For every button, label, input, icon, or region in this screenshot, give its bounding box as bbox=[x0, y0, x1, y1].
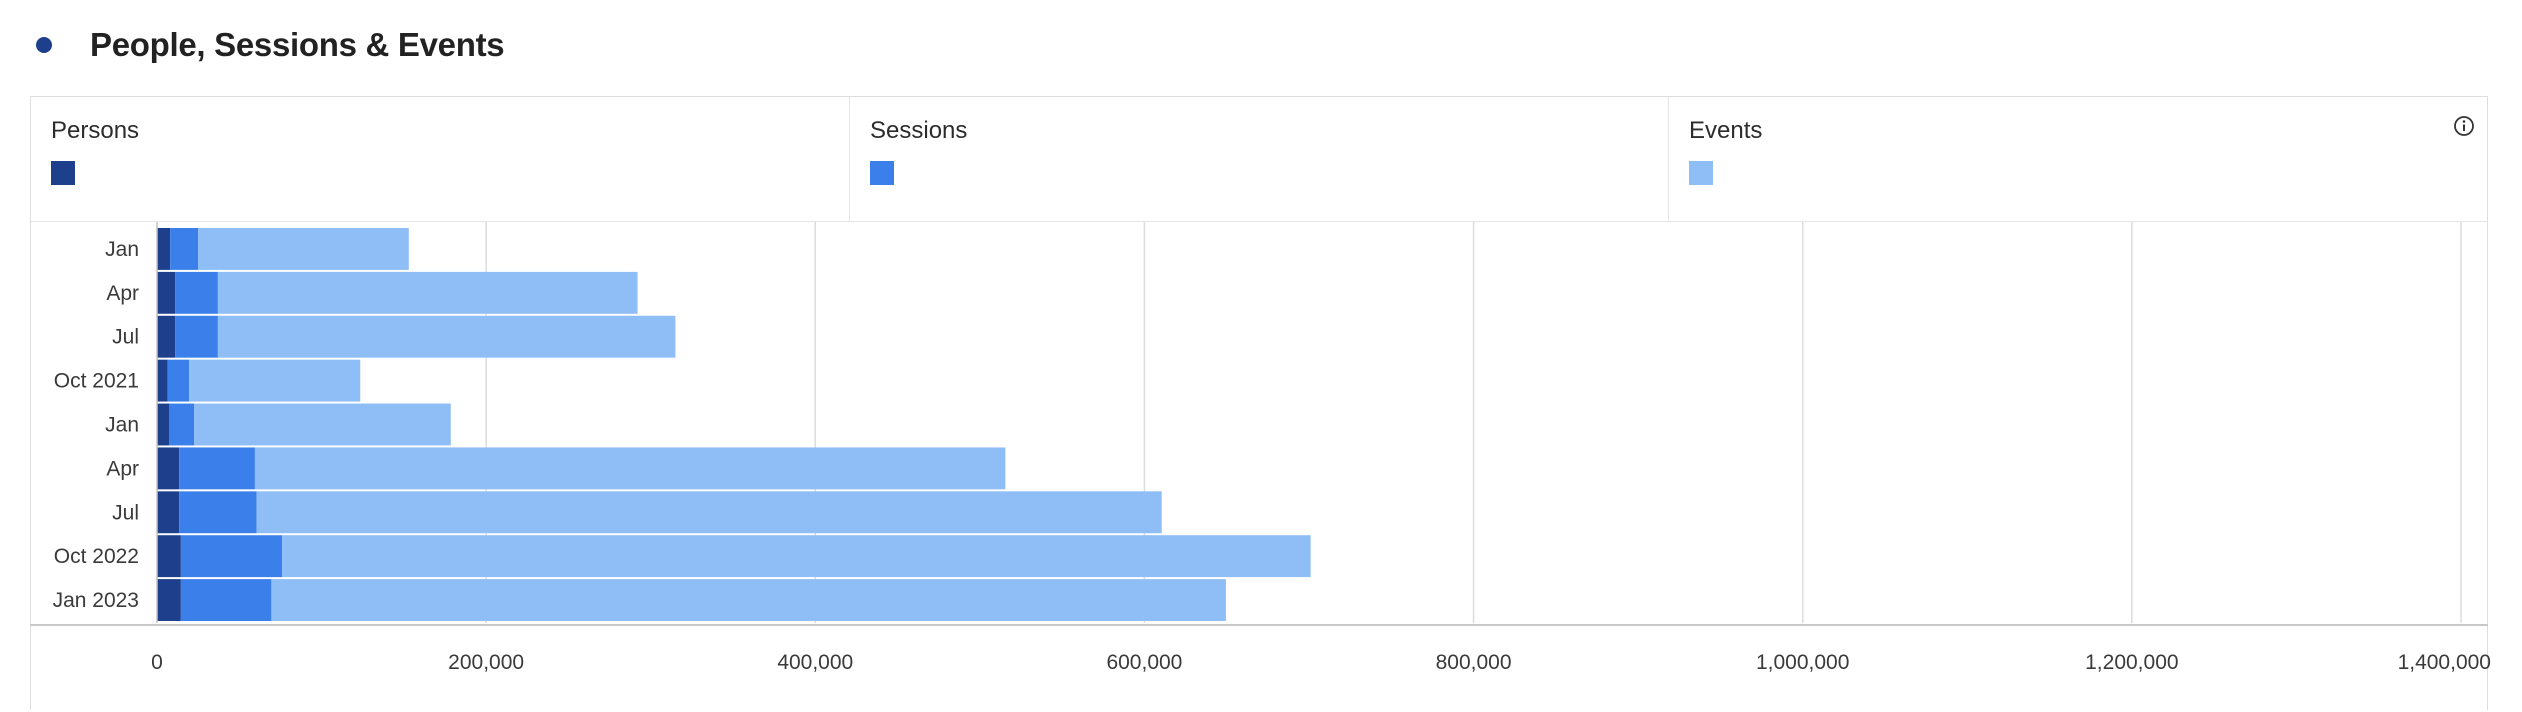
category-label: Oct 2022 bbox=[54, 545, 139, 568]
chart-title: People, Sessions & Events bbox=[90, 26, 505, 63]
x-tick-label: 600,000 bbox=[1106, 651, 1182, 674]
bar-persons bbox=[157, 491, 180, 534]
x-tick-label: 200,000 bbox=[448, 651, 524, 674]
bar-events bbox=[256, 491, 1162, 534]
bar-persons bbox=[157, 271, 176, 314]
bar-persons bbox=[157, 228, 171, 270]
x-tick-label: 1,000,000 bbox=[1756, 651, 1849, 674]
chart-header: People, Sessions & Events bbox=[30, 18, 505, 72]
bar-events bbox=[189, 359, 361, 402]
category-label: Jan 2023 bbox=[53, 589, 139, 612]
bar-events bbox=[217, 315, 676, 358]
bar-events bbox=[254, 447, 1006, 490]
bar-sessions bbox=[167, 359, 190, 402]
x-tick-label: 800,000 bbox=[1436, 651, 1512, 674]
category-label: Apr bbox=[106, 282, 139, 305]
bar-sessions bbox=[180, 579, 272, 621]
bar-persons bbox=[157, 535, 181, 578]
legend-item-persons[interactable]: Persons bbox=[31, 97, 850, 221]
header-dot-icon bbox=[36, 37, 52, 53]
bar-persons bbox=[157, 403, 170, 446]
legend-swatch-persons bbox=[51, 161, 75, 185]
legend-label: Events bbox=[1689, 117, 1763, 144]
bar-events bbox=[198, 228, 409, 270]
legend-swatch-events bbox=[1689, 161, 1713, 185]
bar-events bbox=[282, 535, 1311, 578]
bar-persons bbox=[157, 447, 180, 490]
x-tick-label: 0 bbox=[151, 651, 163, 674]
bar-persons bbox=[157, 359, 168, 402]
bar-events bbox=[271, 579, 1226, 621]
bar-events bbox=[217, 271, 638, 314]
legend-label: Sessions bbox=[870, 117, 968, 144]
bar-events bbox=[194, 403, 451, 446]
bar-persons bbox=[157, 315, 176, 358]
bar-sessions bbox=[175, 315, 218, 358]
bar-sessions bbox=[180, 535, 283, 578]
bar-sessions bbox=[170, 228, 199, 270]
category-label: Jul bbox=[112, 501, 139, 524]
legend: Persons Sessions Events bbox=[31, 97, 2487, 222]
bar-persons bbox=[157, 579, 181, 621]
bar-sessions bbox=[179, 491, 257, 534]
bar-sessions bbox=[175, 271, 218, 314]
legend-item-sessions[interactable]: Sessions bbox=[850, 97, 1669, 221]
category-label: Jan bbox=[105, 414, 139, 437]
legend-item-events[interactable]: Events bbox=[1669, 97, 2487, 221]
category-label: Jan bbox=[105, 238, 139, 261]
category-label: Oct 2021 bbox=[54, 370, 139, 393]
category-label: Apr bbox=[106, 457, 139, 480]
legend-swatch-sessions bbox=[870, 161, 894, 185]
info-icon[interactable] bbox=[2453, 115, 2475, 137]
bar-sessions bbox=[179, 447, 255, 490]
x-tick-label: 400,000 bbox=[777, 651, 853, 674]
x-tick-label: 1,400,000 bbox=[2398, 651, 2491, 674]
bar-sessions bbox=[169, 403, 195, 446]
legend-label: Persons bbox=[51, 117, 140, 144]
category-label: Jul bbox=[112, 326, 139, 349]
x-tick-label: 1,200,000 bbox=[2085, 651, 2178, 674]
chart-panel: Persons Sessions Events bbox=[30, 96, 2488, 710]
